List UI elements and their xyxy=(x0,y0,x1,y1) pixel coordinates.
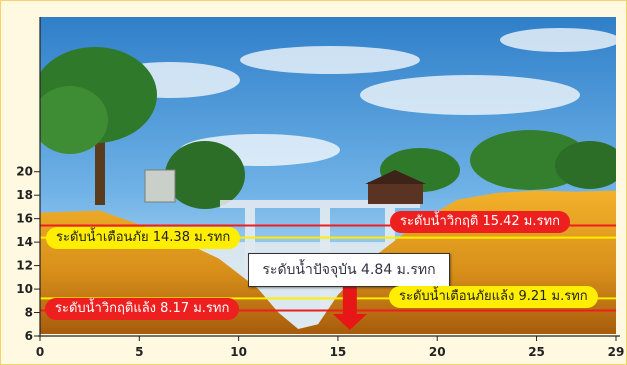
label-warning-low: ระดับน้ำเตือนภัยแล้ง 9.21 ม.รทก xyxy=(389,286,598,308)
trees-left xyxy=(40,47,245,209)
x-tick-label: 5 xyxy=(135,345,143,359)
axes xyxy=(38,17,620,337)
x-tick-label: 10 xyxy=(230,345,247,359)
y-tick-label: 8 xyxy=(25,306,33,320)
y-tick-label: 18 xyxy=(16,188,33,202)
label-critical-low: ระดับน้ำวิกฤติแล้ง 8.17 ม.รทก xyxy=(45,298,240,320)
y-tick-label: 6 xyxy=(25,329,33,343)
x-tick-label: 29 xyxy=(608,345,625,359)
y-tick-label: 12 xyxy=(16,259,33,273)
label-critical-high: ระดับน้ำวิกฤติ 15.42 ม.รทก xyxy=(390,211,570,233)
label-warning-high: ระดับน้ำเตือนภัย 14.38 ม.รทก xyxy=(46,227,241,249)
y-axis-ticks: 6 8 10 12 14 16 18 20 xyxy=(16,165,40,343)
down-arrow-icon xyxy=(332,287,367,330)
x-tick-label: 15 xyxy=(330,345,347,359)
current-level-arrow xyxy=(332,287,367,330)
y-tick-label: 20 xyxy=(16,165,33,179)
y-tick-label: 14 xyxy=(16,235,33,249)
trees-right xyxy=(365,130,616,204)
x-tick-label: 25 xyxy=(528,345,545,359)
y-tick-label: 10 xyxy=(16,282,33,296)
x-axis-ticks: 0 5 10 15 20 25 29 xyxy=(36,336,625,359)
y-tick-label: 16 xyxy=(16,212,33,226)
x-tick-label: 20 xyxy=(429,345,446,359)
x-tick-label: 0 xyxy=(36,345,44,359)
label-current-level: ระดับน้ำปัจจุบัน 4.84 ม.รทก xyxy=(248,253,450,287)
